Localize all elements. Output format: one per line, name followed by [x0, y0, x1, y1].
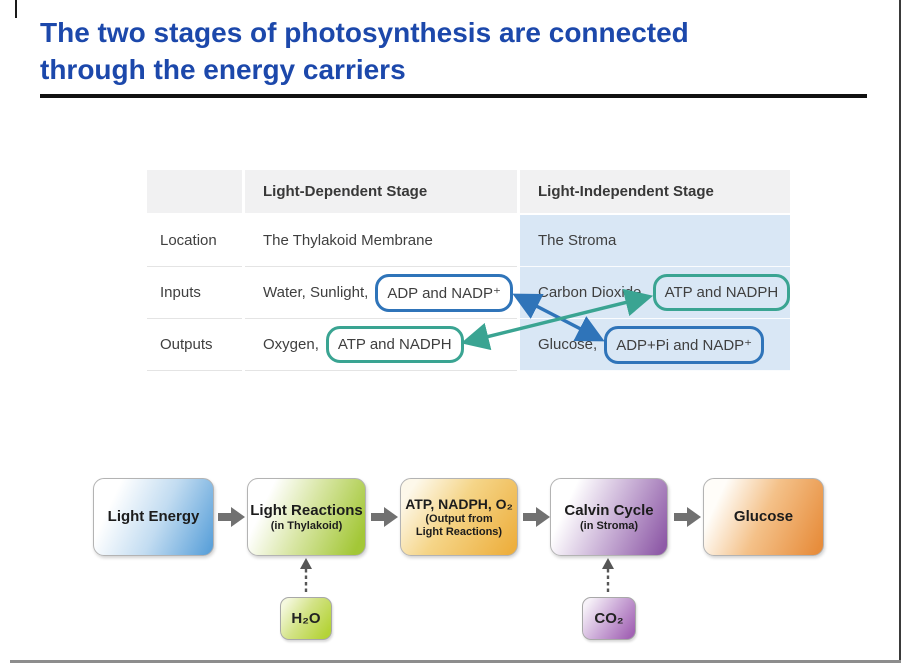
- calvin-cycle-label: Calvin Cycle: [564, 501, 654, 519]
- glucose-label: Glucose: [733, 508, 794, 525]
- frame-right-line: [899, 0, 901, 663]
- atp-output-sublabel-2: Light Reactions): [415, 526, 503, 538]
- light-reactions-sublabel: (in Thylakoid): [270, 519, 343, 532]
- right-arrow-icon: [371, 507, 398, 527]
- row-label-inputs: Inputs: [147, 267, 242, 319]
- footer-divider-line: [10, 660, 901, 663]
- inputs-dependent-text: Water, Sunlight,: [263, 284, 369, 301]
- right-arrow-icon: [674, 507, 701, 527]
- page-title: The two stages of photosynthesis are con…: [40, 14, 870, 88]
- flow-box-light-reactions: Light Reactions (in Thylakoid): [247, 478, 366, 556]
- title-line-2: through the energy carriers: [40, 54, 406, 85]
- right-arrow-icon: [523, 507, 550, 527]
- flow-box-calvin-cycle: Calvin Cycle (in Stroma): [550, 478, 668, 556]
- title-underline: [40, 94, 867, 98]
- calvin-cycle-sublabel: (in Stroma): [579, 519, 639, 532]
- h2o-label: H₂O: [291, 610, 321, 627]
- row-label-location: Location: [147, 215, 242, 267]
- co2-input-box: CO₂: [582, 597, 636, 640]
- table-header-empty: [147, 170, 242, 215]
- right-arrow-icon: [218, 507, 245, 527]
- atp-output-sublabel-1: (Output from: [425, 513, 493, 525]
- co2-label: CO₂: [594, 610, 624, 627]
- outputs-dependent-text: Oxygen,: [263, 336, 319, 353]
- cell-outputs-dependent: Oxygen, ATP and NADPH: [245, 319, 517, 371]
- flow-box-atp-nadph-output: ATP, NADPH, O₂ (Output from Light Reacti…: [400, 478, 518, 556]
- table-header-light-dependent: Light-Dependent Stage: [245, 170, 517, 215]
- atp-output-label: ATP, NADPH, O₂: [405, 496, 513, 512]
- highlight-atp-nadph-inputs: ATP and NADPH: [652, 274, 791, 311]
- cell-location-independent: The Stroma: [520, 215, 790, 267]
- up-dashed-arrow-icon: [602, 558, 614, 595]
- light-energy-label: Light Energy: [107, 508, 200, 525]
- cell-inputs-dependent: Water, Sunlight, ADP and NADP⁺: [245, 267, 517, 319]
- row-label-outputs: Outputs: [147, 319, 242, 371]
- flow-box-glucose: Glucose: [703, 478, 824, 556]
- table-header-light-independent: Light-Independent Stage: [520, 170, 790, 215]
- frame-top-left-line: [15, 0, 17, 18]
- up-dashed-arrow-icon: [300, 558, 312, 595]
- light-reactions-label: Light Reactions: [250, 501, 363, 519]
- teal-atp-arrow: [460, 288, 654, 351]
- flow-box-light-energy: Light Energy: [93, 478, 214, 556]
- energy-carrier-cross-arrows-icon: [460, 288, 654, 351]
- cell-location-dependent: The Thylakoid Membrane: [245, 215, 517, 267]
- title-line-1: The two stages of photosynthesis are con…: [40, 17, 689, 48]
- h2o-input-box: H₂O: [280, 597, 332, 640]
